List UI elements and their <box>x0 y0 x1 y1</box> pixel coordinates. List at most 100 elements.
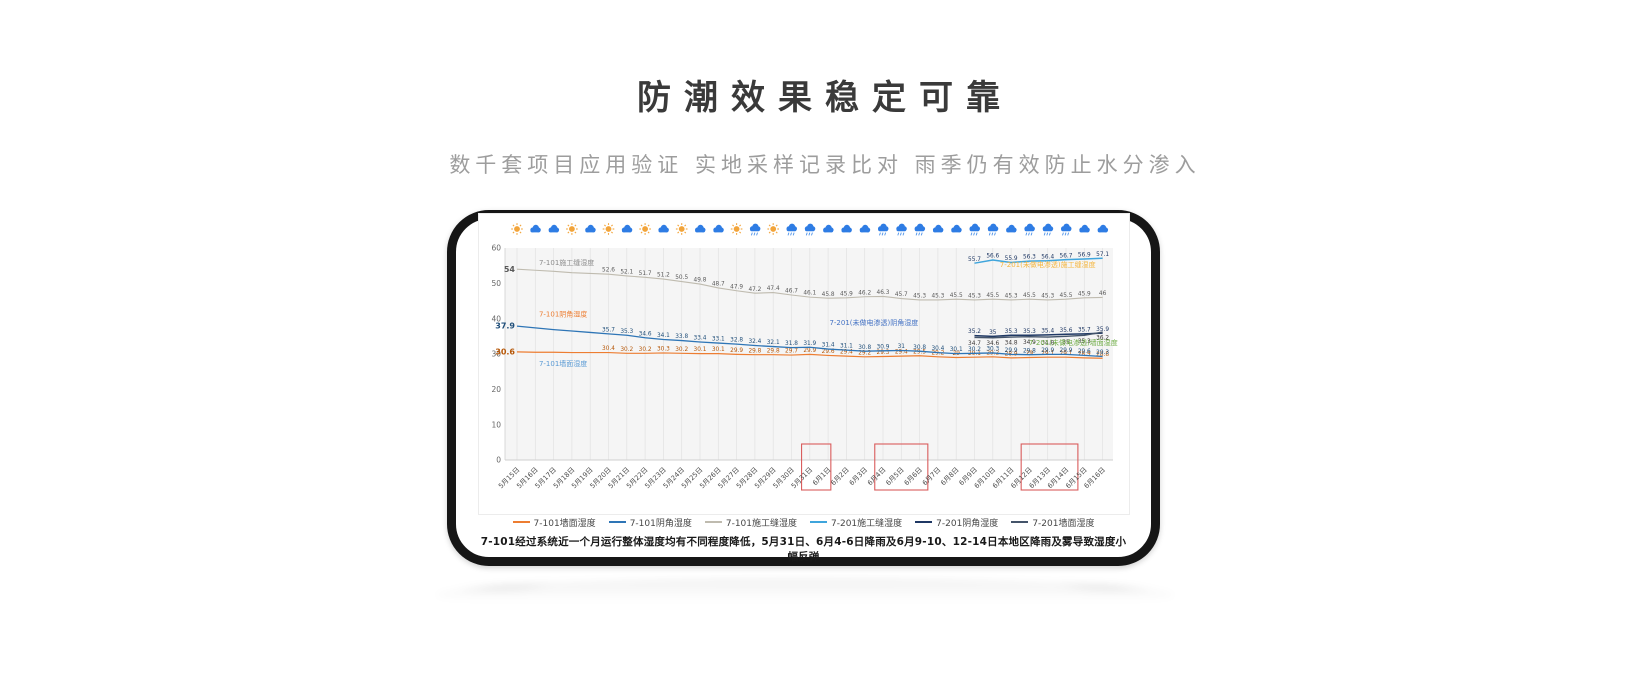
chart-legend: 7-101墙面湿度 7-101阴角湿度 7-101施工缝湿度 7-201施工缝湿度 7-… <box>478 516 1130 529</box>
x-tick-label: 6月6日 <box>902 465 923 486</box>
data-label: 28.8 <box>1096 351 1109 357</box>
data-label: 29.6 <box>821 349 834 355</box>
legend-label: 7-101墙面湿度 <box>533 518 596 529</box>
series-annotation: 7-201(未做电渗透)施工缝湿度 <box>999 260 1095 269</box>
rain-icon <box>804 223 815 236</box>
legend-item: 7-201墙面湿度 <box>1011 516 1094 529</box>
data-label: 34.9 <box>1022 340 1035 346</box>
highlight-box <box>873 442 928 491</box>
data-label: 45.5 <box>986 292 999 298</box>
legend-label: 7-101阴角湿度 <box>629 518 692 529</box>
cloud-icon <box>529 224 541 232</box>
rain-icon <box>987 223 998 236</box>
data-label: 48.7 <box>711 281 724 287</box>
data-label: 56.7 <box>1059 253 1072 259</box>
rain-icon <box>1042 223 1053 236</box>
data-label: 30.4 <box>931 346 944 352</box>
data-label: 45.8 <box>821 291 834 297</box>
device-reflection <box>435 578 1175 612</box>
data-label: 52.6 <box>602 267 615 273</box>
data-label: 47.2 <box>748 286 761 292</box>
x-tick-label: 6月3日 <box>847 465 868 486</box>
data-label: 29.9 <box>803 347 816 353</box>
legend-label: 7-201墙面湿度 <box>1032 518 1095 529</box>
legend-item: 7-101阴角湿度 <box>608 516 692 529</box>
data-label: 31.1 <box>839 343 852 349</box>
rain-icon <box>895 223 907 236</box>
data-label: 46.2 <box>858 290 871 296</box>
data-label: 35.3 <box>620 328 633 334</box>
page-title: 防潮效果稳定可靠 <box>637 78 1013 118</box>
data-label: 35.4 <box>1041 328 1054 334</box>
data-label: 47.9 <box>730 284 743 290</box>
data-label: 29.9 <box>1059 347 1072 353</box>
sun-icon <box>602 222 614 235</box>
y-tick-label: 50 <box>491 278 501 287</box>
sun-icon <box>730 222 742 235</box>
data-label: 47.4 <box>766 286 779 292</box>
data-label: 35.3 <box>1022 328 1035 334</box>
data-label: 33.8 <box>675 334 688 340</box>
data-label: 29.9 <box>730 347 743 353</box>
data-label: 46.3 <box>876 290 889 296</box>
legend-swatch <box>512 521 530 523</box>
data-label: 56.9 <box>1077 252 1090 258</box>
data-label: 30.9 <box>876 344 889 350</box>
data-label: 30.3 <box>986 346 999 352</box>
data-label: 30.2 <box>638 346 651 352</box>
data-label: 56.3 <box>1022 254 1035 260</box>
data-label: 29.6 <box>1077 349 1090 355</box>
data-label: 32.4 <box>748 339 761 345</box>
data-label: 45.3 <box>1004 293 1017 299</box>
x-tick-label: 6月2日 <box>829 465 850 486</box>
data-label: 34.1 <box>656 333 669 339</box>
data-label: 35.7 <box>1077 327 1090 333</box>
data-label: 45.3 <box>931 293 944 299</box>
sun-icon <box>510 222 523 235</box>
x-tick-label: 6月1日 <box>811 465 832 486</box>
legend-item: 7-201施工缝湿度 <box>810 516 902 529</box>
data-label: 34.7 <box>968 340 981 346</box>
legend-item: 7-101墙面湿度 <box>512 516 596 529</box>
data-label: 30.1 <box>949 347 962 353</box>
data-label: 45.5 <box>1022 292 1035 298</box>
data-label: 45.3 <box>1041 293 1054 299</box>
data-label: 45.3 <box>913 293 926 299</box>
data-label: 37.9 <box>495 321 515 330</box>
cloud-icon <box>1097 224 1108 232</box>
data-label: 45.5 <box>949 292 962 298</box>
cloud-icon <box>1005 224 1017 232</box>
data-label: 34.8 <box>1041 340 1054 346</box>
x-tick-label: 6月7日 <box>920 465 941 486</box>
data-label: 28.9 <box>1077 351 1090 357</box>
series-annotation: 7-101墙面湿度 <box>538 359 586 368</box>
data-label: 35.7 <box>602 327 615 333</box>
data-label: 46.1 <box>803 290 816 296</box>
data-label: 29.2 <box>858 350 871 356</box>
data-label: 35.6 <box>1059 327 1072 333</box>
legend-swatch <box>608 521 626 523</box>
data-label: 30.1 <box>693 347 706 353</box>
data-label: 34.6 <box>986 341 999 347</box>
cloud-icon <box>932 224 943 232</box>
highlight-box <box>800 442 831 491</box>
legend-item: 7-201阴角湿度 <box>915 516 998 529</box>
y-tick-label: 60 <box>491 243 501 252</box>
humidity-chart: 0 10 20 30 40 50 60 30.6 30.4 30.2 30.2 30.3 30.2 30.… <box>477 212 1130 564</box>
data-label: 45.3 <box>968 293 981 299</box>
data-label: 33.1 <box>711 336 724 342</box>
series-line <box>973 331 1103 337</box>
sun-icon <box>638 222 651 235</box>
data-label: 50.5 <box>675 275 688 281</box>
device-frame: 0 10 20 30 40 50 60 30.6 30.4 30.2 30.2 30.3 30.2 30.… <box>447 210 1160 566</box>
cloud-icon <box>1078 224 1090 232</box>
data-label: 45.9 <box>839 291 852 297</box>
sun-icon <box>675 222 687 235</box>
series-line <box>973 330 1103 338</box>
data-label: 29.2 <box>931 350 944 356</box>
series-annotation: 7-201(未做电渗透)墙面湿度 <box>1028 337 1117 346</box>
y-tick-label: 0 <box>496 455 501 464</box>
data-label: 30.2 <box>968 346 981 352</box>
cloud-icon <box>694 224 705 232</box>
data-label: 56.4 <box>1041 254 1054 260</box>
